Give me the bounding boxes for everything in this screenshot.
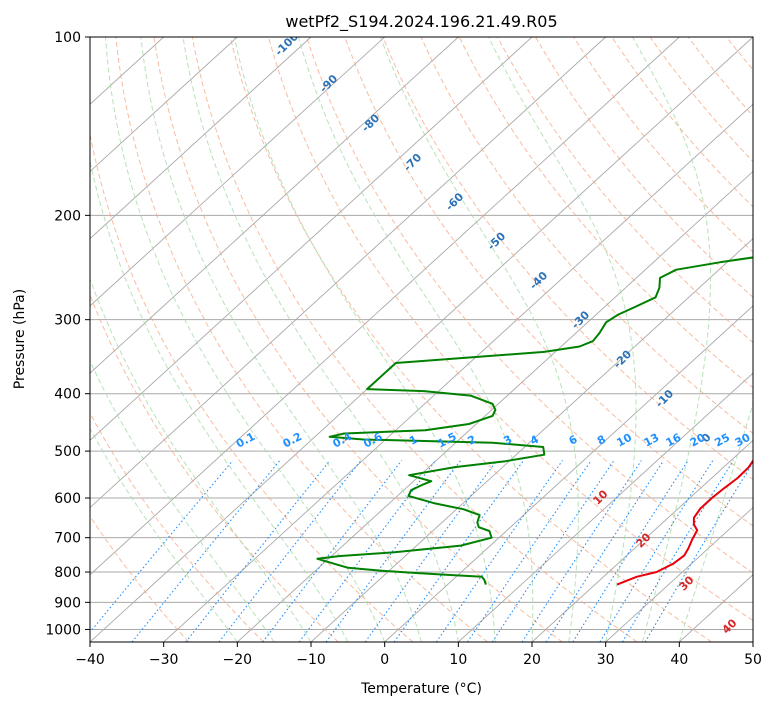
x-tick-label: −20: [223, 652, 253, 668]
dry-adiabat-label: -70: [401, 151, 424, 174]
dry-adiabat-line: [536, 37, 775, 642]
dry-adiabat-label: -40: [527, 269, 550, 292]
x-tick-label: 40: [670, 652, 688, 668]
moist-adiabat-line: [48, 37, 311, 642]
dry-adiabat-label: -100: [272, 30, 301, 59]
dry-adiabat-label: -60: [443, 190, 466, 213]
mixing-ratio-label: 1.5: [435, 430, 458, 451]
y-tick-label: 100: [54, 30, 81, 46]
mixing-ratio-label: 16: [664, 431, 684, 450]
x-tick-label: 30: [597, 652, 615, 668]
mixing-ratio-line: [573, 461, 688, 643]
y-tick-label: 200: [54, 208, 81, 224]
moist-adiabat-line: [183, 37, 458, 642]
mixing-ratio-line: [600, 461, 713, 643]
dry-adiabat-label: -90: [317, 72, 340, 95]
mixing-ratio-label: 25: [712, 431, 732, 450]
x-tick-label: −40: [75, 652, 105, 668]
mixing-ratio-label: 36: [754, 431, 774, 450]
mixing-ratio-line: [645, 461, 754, 643]
y-tick-label: 1000: [45, 622, 81, 638]
x-tick-label: −10: [296, 652, 326, 668]
moist-adiabat-label: 40: [720, 616, 740, 636]
mixing-ratio-label: 10: [614, 431, 634, 450]
mixing-ratio-label: 0.1: [234, 430, 257, 451]
mixing-ratio-line: [82, 461, 233, 643]
dry-adiabat-line: [612, 37, 775, 642]
isotherm-line: [0, 37, 458, 642]
y-tick-label: 500: [54, 444, 81, 460]
moist-adiabat-label: 10: [591, 487, 611, 507]
x-tick-label: 20: [523, 652, 541, 668]
isotherm-line: [16, 37, 679, 642]
isotherm-line: [0, 37, 237, 642]
y-tick-label: 300: [54, 313, 81, 329]
dry-adiabat-line: [688, 37, 775, 642]
y-tick-label: 800: [54, 565, 81, 581]
temperature-profile-line: [617, 37, 775, 585]
dry-adiabat-line: [269, 37, 775, 642]
moist-adiabat-line: [298, 37, 532, 642]
dry-adiabat-line: [230, 37, 711, 642]
moist-adiabat-label: 30: [677, 573, 697, 593]
mixing-ratio-line: [468, 461, 592, 643]
dry-adiabat-label: -50: [485, 229, 508, 252]
mixing-ratio-line: [326, 461, 460, 643]
y-tick-label: 700: [54, 531, 81, 547]
mixing-ratio-label: 3: [501, 433, 514, 448]
profile-lines: [317, 37, 775, 585]
mixing-ratio-label: 2: [465, 433, 478, 448]
dry-adiabat-line: [574, 37, 775, 642]
dry-adiabat-line: [1, 37, 263, 642]
x-tick-label: 0: [380, 652, 389, 668]
isotherm-line: [0, 37, 385, 642]
isotherm-line: [164, 37, 775, 642]
dry-adiabat-line: [765, 37, 775, 642]
x-tick-label: 10: [449, 652, 467, 668]
mixing-ratio-label: 13: [642, 431, 662, 450]
y-tick-label: 900: [54, 595, 81, 611]
moist-adiabat-line: [106, 37, 385, 642]
y-tick-label: 600: [54, 491, 81, 507]
mixing-ratio-label: 30: [733, 431, 753, 450]
mixing-ratio-line: [546, 461, 663, 643]
dry-adiabat-line: [0, 37, 189, 642]
mixing-ratio-label: 6: [567, 433, 580, 448]
moist-adiabat-line: [23, 37, 274, 642]
moist-adiabat-line: [0, 37, 237, 642]
isotherm-line: [753, 37, 775, 642]
chart-title: wetPf2_S194.2024.196.21.49.R05: [285, 12, 557, 32]
dry-adiabat-label: -80: [359, 111, 382, 134]
mixing-ratio-line: [522, 461, 641, 643]
moist-adiabat-line: [141, 37, 422, 642]
line-labels: -100-90-80-70-60-50-40-30-20-10010203040…: [234, 30, 773, 637]
y-tick-label: 400: [54, 387, 81, 403]
dry-adiabat-line: [497, 37, 775, 642]
dry-adiabat-label: -10: [653, 387, 676, 410]
dry-adiabat-line: [650, 37, 775, 642]
mixing-ratio-label: 0.2: [281, 430, 304, 451]
moist-adiabat-line: [489, 37, 636, 642]
isotherm-line: [0, 37, 606, 642]
dry-adiabat-line: [116, 37, 488, 642]
dry-adiabat-label: -20: [611, 347, 634, 370]
dry-adiabat-line: [726, 37, 775, 642]
mixing-ratio-line: [622, 461, 733, 643]
x-axis-title: Temperature (°C): [360, 681, 482, 697]
mixing-ratio-line: [436, 461, 562, 643]
dry-adiabat-label: -30: [569, 308, 592, 331]
background-lines: [0, 37, 775, 642]
mixing-ratio-line: [219, 461, 361, 643]
isotherm-line: [0, 37, 532, 642]
isotherm-line: [0, 37, 311, 642]
x-tick-label: −30: [149, 652, 179, 668]
x-tick-label: 50: [744, 652, 762, 668]
mixing-ratio-line: [132, 461, 280, 643]
y-axis-title: Pressure (hPa): [12, 289, 28, 389]
